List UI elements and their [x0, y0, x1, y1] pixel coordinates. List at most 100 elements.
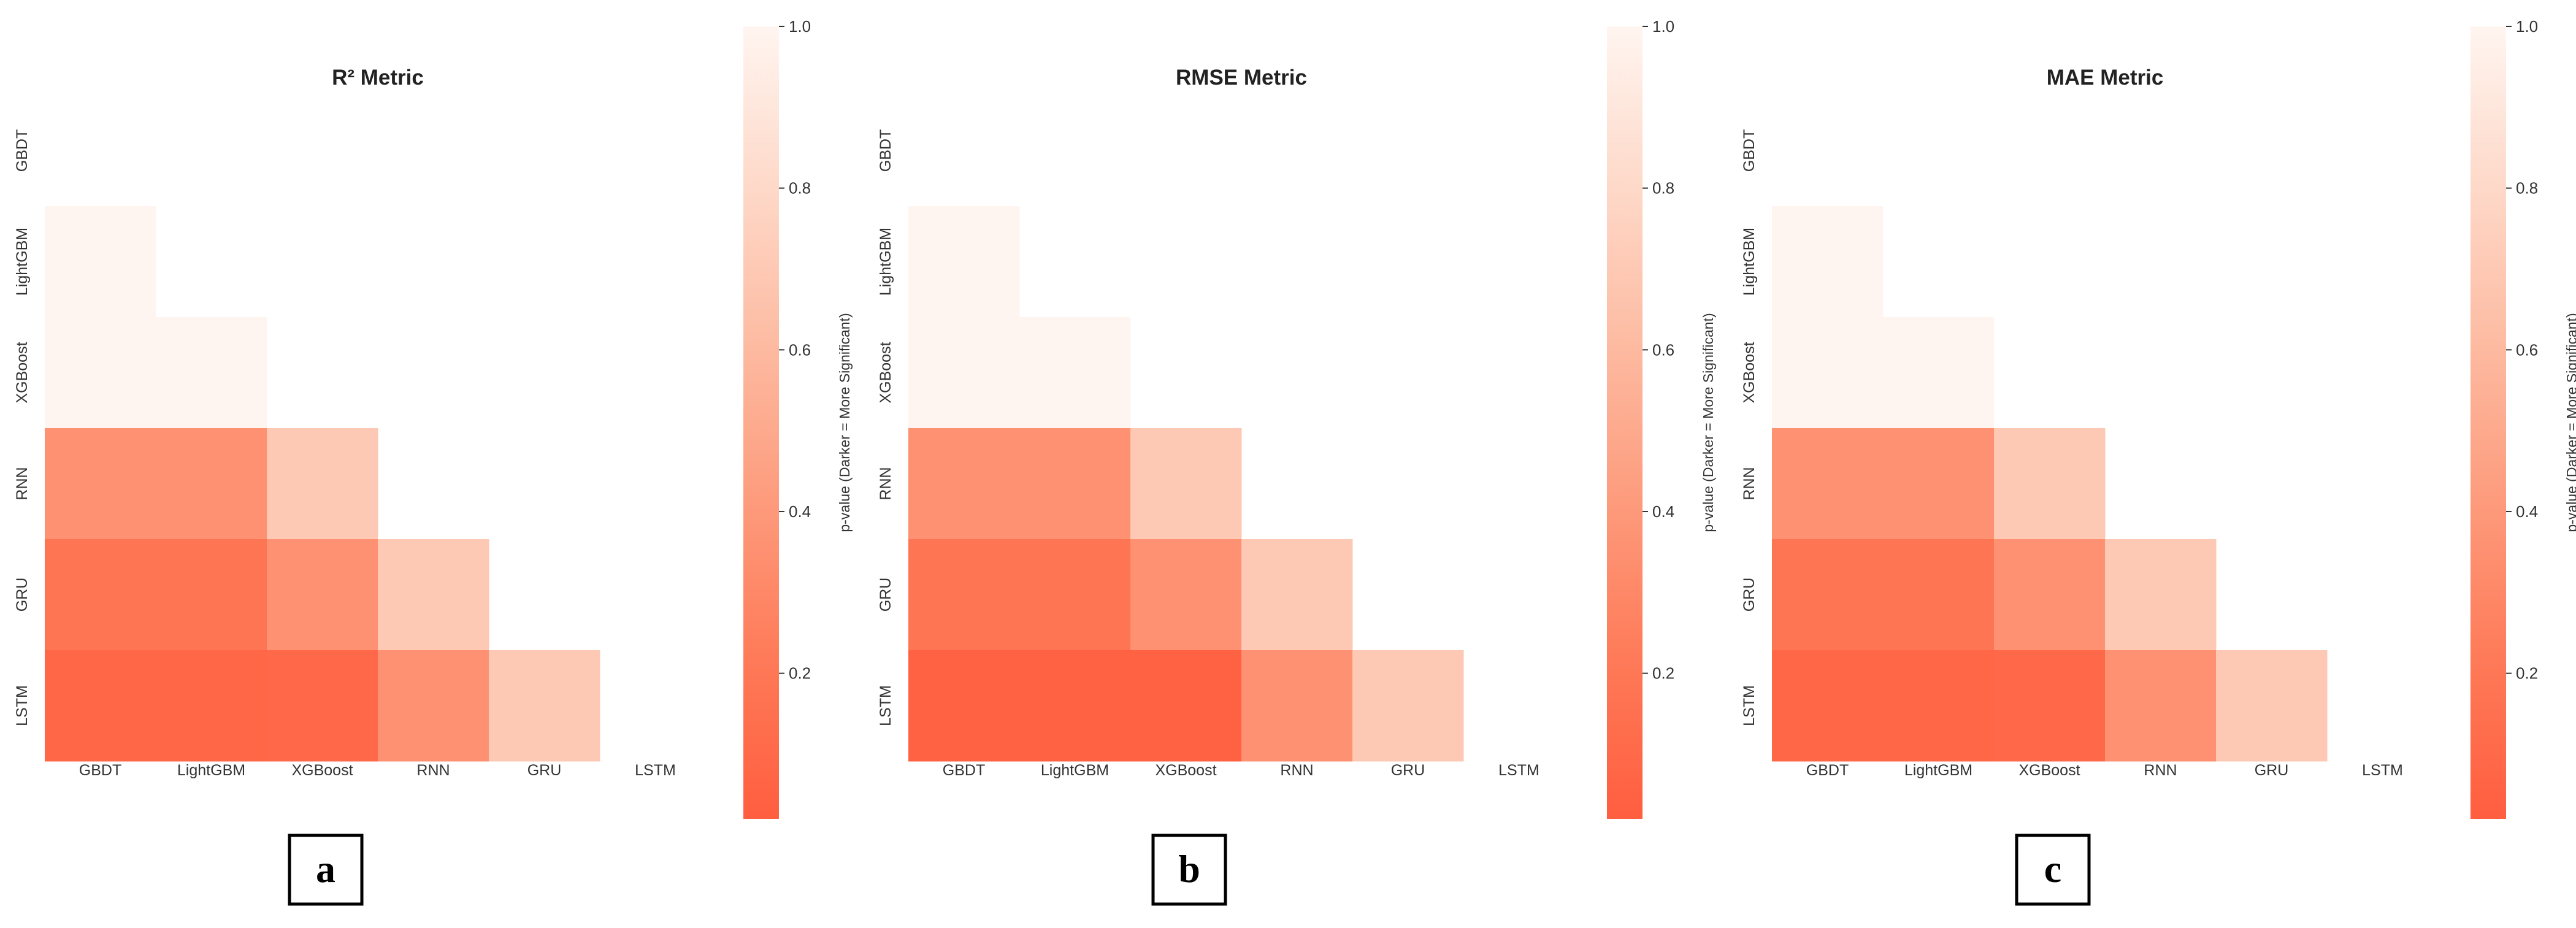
heatmap-cell-GRU-vs-RNN	[378, 539, 489, 651]
y-tick-label: RNN	[13, 467, 31, 500]
y-tick-label: GBDT	[1741, 129, 1758, 172]
colorbar	[743, 26, 779, 819]
x-tick-label: LightGBM	[177, 762, 245, 779]
y-tick-label: GBDT	[877, 129, 894, 172]
chart-title: R² Metric	[332, 66, 424, 90]
panel-label-box	[2015, 834, 2091, 906]
chart-title: MAE Metric	[2047, 66, 2164, 90]
x-tick-label: LightGBM	[1904, 762, 1972, 779]
colorbar-tick-label: 0.4	[2516, 502, 2538, 521]
heatmap-cell-LightGBM-vs-GBDT	[908, 206, 1020, 318]
panel-label-box	[288, 834, 364, 906]
heatmap-cell-GRU-vs-XGBoost	[1994, 539, 2106, 651]
x-tick-label: RNN	[2144, 762, 2177, 779]
heatmap-cell-GRU-vs-XGBoost	[1130, 539, 1242, 651]
colorbar-tick-label: 0.6	[2516, 340, 2538, 359]
y-tick-label: XGBoost	[1741, 342, 1758, 403]
y-tick-label: LightGBM	[1741, 228, 1758, 296]
colorbar-tick-label: 0.8	[789, 179, 811, 197]
y-tick-label: LightGBM	[877, 228, 894, 296]
panel-label: c	[2044, 847, 2061, 891]
heatmap-cell-RNN-vs-LightGBM	[1019, 428, 1131, 540]
colorbar-tick-label: 0.2	[789, 664, 811, 683]
heatmap-cell-LSTM-vs-RNN	[2105, 650, 2217, 762]
y-tick-label: RNN	[1741, 467, 1758, 500]
x-tick-label: XGBoost	[1155, 762, 1216, 779]
heatmap-cell-GRU-vs-LightGBM	[1019, 539, 1131, 651]
chart-panel-b: RMSE Metric GBDT LightGBM XGBoost RNN GRU LSTM…	[877, 17, 1716, 906]
colorbar-label: p-value (Darker = More Significant)	[1700, 313, 1716, 532]
x-tick-label: RNN	[1280, 762, 1313, 779]
colorbar	[2471, 26, 2506, 819]
heatmap-cell-XGBoost-vs-GBDT	[1772, 317, 1884, 429]
colorbar-tick-label: 0.2	[2516, 664, 2538, 683]
colorbar-tick-label: 1.0	[2516, 17, 2538, 36]
chart-panel-a: R² Metric GBDT LightGBM XGBoost RNN GRU LSTM GB…	[13, 17, 853, 906]
x-tick-label: GBDT	[943, 762, 985, 779]
x-tick-label: XGBoost	[291, 762, 353, 779]
heatmap-cell-RNN-vs-GBDT	[908, 428, 1020, 540]
heatmap-cell-GRU-vs-RNN	[2105, 539, 2217, 651]
heatmap-cell-LSTM-vs-LightGBM	[156, 650, 267, 762]
y-tick-label: GRU	[13, 578, 31, 612]
y-tick-label: XGBoost	[13, 342, 31, 403]
heatmap-cell-GRU-vs-GBDT	[1772, 539, 1884, 651]
x-tick-label: GBDT	[79, 762, 121, 779]
heatmap-cell-LSTM-vs-RNN	[378, 650, 489, 762]
heatmap-cell-LightGBM-vs-GBDT	[1772, 206, 1884, 318]
colorbar-label: p-value (Darker = More Significant)	[2564, 313, 2576, 532]
x-tick-label: XGBoost	[2018, 762, 2080, 779]
colorbar-tick-label: 0.4	[1652, 502, 1674, 521]
colorbar-tick-label: 0.6	[789, 340, 811, 359]
x-tick-label: RNN	[416, 762, 450, 779]
y-tick-label: LSTM	[877, 685, 894, 726]
heatmap-cell-GRU-vs-GBDT	[45, 539, 156, 651]
y-tick-label: LightGBM	[13, 228, 31, 296]
heatmap-cell-LSTM-vs-GBDT	[1772, 650, 1884, 762]
heatmap-cell-XGBoost-vs-LightGBM	[1019, 317, 1131, 429]
x-tick-label: LSTM	[2362, 762, 2403, 779]
x-tick-label: GRU	[1391, 762, 1425, 779]
x-tick-label: LSTM	[635, 762, 676, 779]
heatmap-cell-XGBoost-vs-GBDT	[908, 317, 1020, 429]
y-tick-label: XGBoost	[877, 342, 894, 403]
colorbar	[1607, 26, 1643, 819]
x-tick-label: LightGBM	[1041, 762, 1109, 779]
heatmap-cell-LSTM-vs-XGBoost	[1994, 650, 2106, 762]
panel-label: b	[1178, 847, 1200, 891]
colorbar-tick-label: 1.0	[1652, 17, 1674, 36]
heatmap-cell-LSTM-vs-GRU	[1352, 650, 1464, 762]
colorbar-tick-label: 1.0	[789, 17, 811, 36]
x-tick-label: GBDT	[1806, 762, 1849, 779]
colorbar-tick-label: 0.6	[1652, 340, 1674, 359]
heatmap-cell-RNN-vs-XGBoost	[1994, 428, 2106, 540]
heatmap-cell-RNN-vs-LightGBM	[156, 428, 267, 540]
heatmap-cell-LSTM-vs-XGBoost	[267, 650, 378, 762]
heatmap-cell-XGBoost-vs-GBDT	[45, 317, 156, 429]
colorbar-label: p-value (Darker = More Significant)	[837, 313, 853, 532]
panel-label: a	[316, 847, 335, 891]
heatmap-cell-XGBoost-vs-LightGBM	[1883, 317, 1995, 429]
colorbar-tick-label: 0.4	[789, 502, 811, 521]
heatmap-cell-GRU-vs-LightGBM	[156, 539, 267, 651]
y-tick-label: LSTM	[1741, 685, 1758, 726]
y-tick-label: LSTM	[13, 685, 31, 726]
x-tick-label: LSTM	[1498, 762, 1539, 779]
heatmap-cell-RNN-vs-LightGBM	[1883, 428, 1995, 540]
heatmap-cell-GRU-vs-LightGBM	[1883, 539, 1995, 651]
colorbar-tick-label: 0.8	[1652, 179, 1674, 197]
heatmap-cell-LSTM-vs-GBDT	[45, 650, 156, 762]
heatmap-cell-LSTM-vs-XGBoost	[1130, 650, 1242, 762]
heatmap-cell-GRU-vs-GBDT	[908, 539, 1020, 651]
panel-label-box	[1151, 834, 1227, 906]
heatmap-cell-GRU-vs-XGBoost	[267, 539, 378, 651]
x-tick-label: GRU	[527, 762, 562, 779]
heatmap-cell-LSTM-vs-LightGBM	[1019, 650, 1131, 762]
chart-panel-c: MAE Metric GBDT LightGBM XGBoost RNN GRU LSTM G…	[1741, 17, 2576, 906]
colorbar-tick-label: 0.8	[2516, 179, 2538, 197]
y-tick-label: GRU	[1741, 578, 1758, 612]
heatmap-cell-LightGBM-vs-GBDT	[45, 206, 156, 318]
heatmap-cell-RNN-vs-XGBoost	[1130, 428, 1242, 540]
colorbar-tick-label: 0.2	[1652, 664, 1674, 683]
